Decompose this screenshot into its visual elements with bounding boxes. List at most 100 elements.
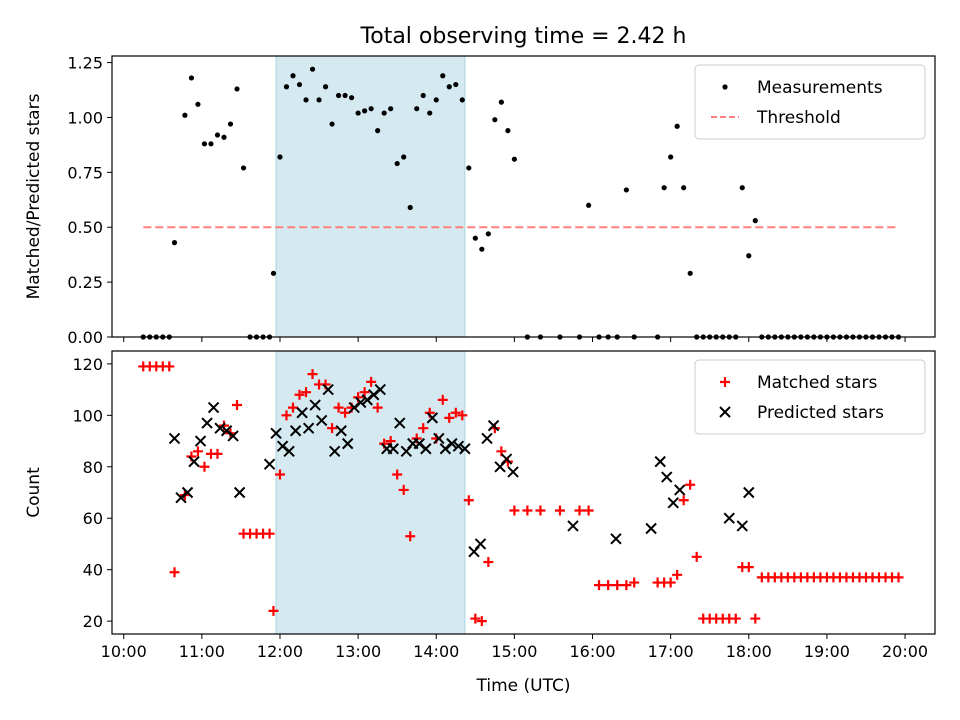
measurements-point xyxy=(381,110,387,116)
matched-stars-point xyxy=(509,505,520,516)
measurements-point xyxy=(401,154,407,160)
predicted-stars-point xyxy=(201,417,213,429)
measurements-point xyxy=(309,66,316,72)
matched-stars-point xyxy=(483,556,494,567)
matched-stars-point xyxy=(612,580,623,591)
predicted-stars-point xyxy=(309,399,321,411)
measurements-point xyxy=(290,73,296,79)
predicted-stars-point xyxy=(459,443,471,455)
measurements-point xyxy=(171,240,178,246)
matched-stars-point xyxy=(268,605,279,616)
legend-box xyxy=(694,64,926,140)
x-tick-label: 11:00 xyxy=(179,642,225,661)
predicted-stars-point xyxy=(433,432,445,445)
x-tick-label: 15:00 xyxy=(491,642,537,661)
ratio-panel: 0.00 0.25 0.50 0.75 1.00 1.25 Matched/Predicte… xyxy=(24,54,936,347)
matched-stars-point xyxy=(470,613,481,624)
legend-label: Measurements xyxy=(757,78,883,98)
predicted-stars-point xyxy=(723,512,735,524)
matched-stars-point xyxy=(554,505,565,516)
predicted-stars-point xyxy=(674,484,686,496)
x-tick-label: 14:00 xyxy=(413,642,459,661)
x-tick-label: 12:00 xyxy=(257,642,303,661)
measurements-point xyxy=(466,165,472,171)
matched-stars-point xyxy=(522,505,533,516)
legend-label: Predicted stars xyxy=(757,403,884,423)
matched-stars-legend-marker xyxy=(720,377,730,387)
matched-stars-point xyxy=(288,402,299,413)
measurements-point xyxy=(349,95,355,101)
measurements-point xyxy=(440,73,446,79)
predicted-stars-point xyxy=(322,383,334,396)
predicted-stars-point xyxy=(426,412,439,424)
matched-stars-point xyxy=(672,569,683,580)
predicted-stars-point xyxy=(188,455,200,468)
measurements-point xyxy=(296,81,303,88)
measurements-point xyxy=(433,97,439,103)
measurements-point xyxy=(739,185,745,191)
measurements-point xyxy=(472,235,478,241)
measurements-point xyxy=(240,165,247,171)
measurements-point xyxy=(407,204,413,211)
measurements-point xyxy=(335,92,342,99)
matched-stars-point xyxy=(743,562,754,573)
measurements-point xyxy=(414,106,420,112)
matched-stars-point xyxy=(665,577,676,588)
y-axis-label: Count xyxy=(24,467,44,518)
measurements-point xyxy=(277,154,283,160)
predicted-stars-point xyxy=(181,486,194,499)
measurements-point xyxy=(681,185,687,191)
x-tick-label: 20:00 xyxy=(882,642,928,661)
measurements-point xyxy=(505,128,511,134)
matched-stars-point xyxy=(327,423,338,434)
measurements-point xyxy=(511,156,517,162)
measurements-point xyxy=(752,218,758,224)
predicted-stars-point xyxy=(233,486,246,499)
predicted-stars-point xyxy=(610,533,622,545)
x-tick-label: 16:00 xyxy=(569,642,615,661)
matched-stars-point xyxy=(307,369,318,380)
predicted-stars-point xyxy=(420,443,432,455)
x-tick-label: 10:00 xyxy=(101,642,147,661)
predicted-stars-point xyxy=(667,497,679,509)
predicted-stars-point xyxy=(270,427,282,440)
figure-title: Total observing time = 2.42 h xyxy=(360,24,687,49)
matched-stars-point xyxy=(372,402,383,413)
y-tick-label: 1.00 xyxy=(67,108,103,127)
measurements-point xyxy=(221,134,227,140)
matched-stars-point xyxy=(281,410,292,421)
measurements-point xyxy=(188,75,195,81)
predicted-stars-point xyxy=(452,440,465,452)
measurements-point xyxy=(182,112,188,118)
predicted-stars-point xyxy=(387,443,399,455)
legend: Measurements Threshold xyxy=(694,64,926,140)
predicted-stars-point xyxy=(355,396,367,409)
measurements-point xyxy=(446,84,452,90)
predicted-stars-point xyxy=(507,466,519,478)
matched-stars-point xyxy=(476,616,487,627)
y-tick-label: 120 xyxy=(72,355,103,374)
matched-stars-point xyxy=(574,505,585,516)
matched-stars-point xyxy=(463,495,474,506)
measurements-point xyxy=(453,81,459,88)
measurements-point xyxy=(623,187,629,193)
measurements-point xyxy=(322,84,329,90)
measurements-point xyxy=(668,154,674,160)
measurements-point xyxy=(388,106,394,112)
matched-stars-point xyxy=(418,423,429,434)
matched-stars-point xyxy=(603,580,614,591)
matched-stars-point xyxy=(199,461,210,472)
measurements-point xyxy=(270,270,277,276)
y-tick-label: 20 xyxy=(83,612,103,631)
legend-box xyxy=(694,359,926,435)
measurements-point xyxy=(355,110,361,116)
matched-stars-point xyxy=(294,389,305,400)
predicted-stars-point xyxy=(289,425,302,437)
measurements-point xyxy=(342,92,348,99)
y-tick-label: 60 xyxy=(83,509,103,528)
y-tick-label: 80 xyxy=(83,458,103,477)
matched-stars-point xyxy=(398,484,409,495)
measurements-point xyxy=(303,97,309,103)
measurements-point xyxy=(674,123,680,129)
